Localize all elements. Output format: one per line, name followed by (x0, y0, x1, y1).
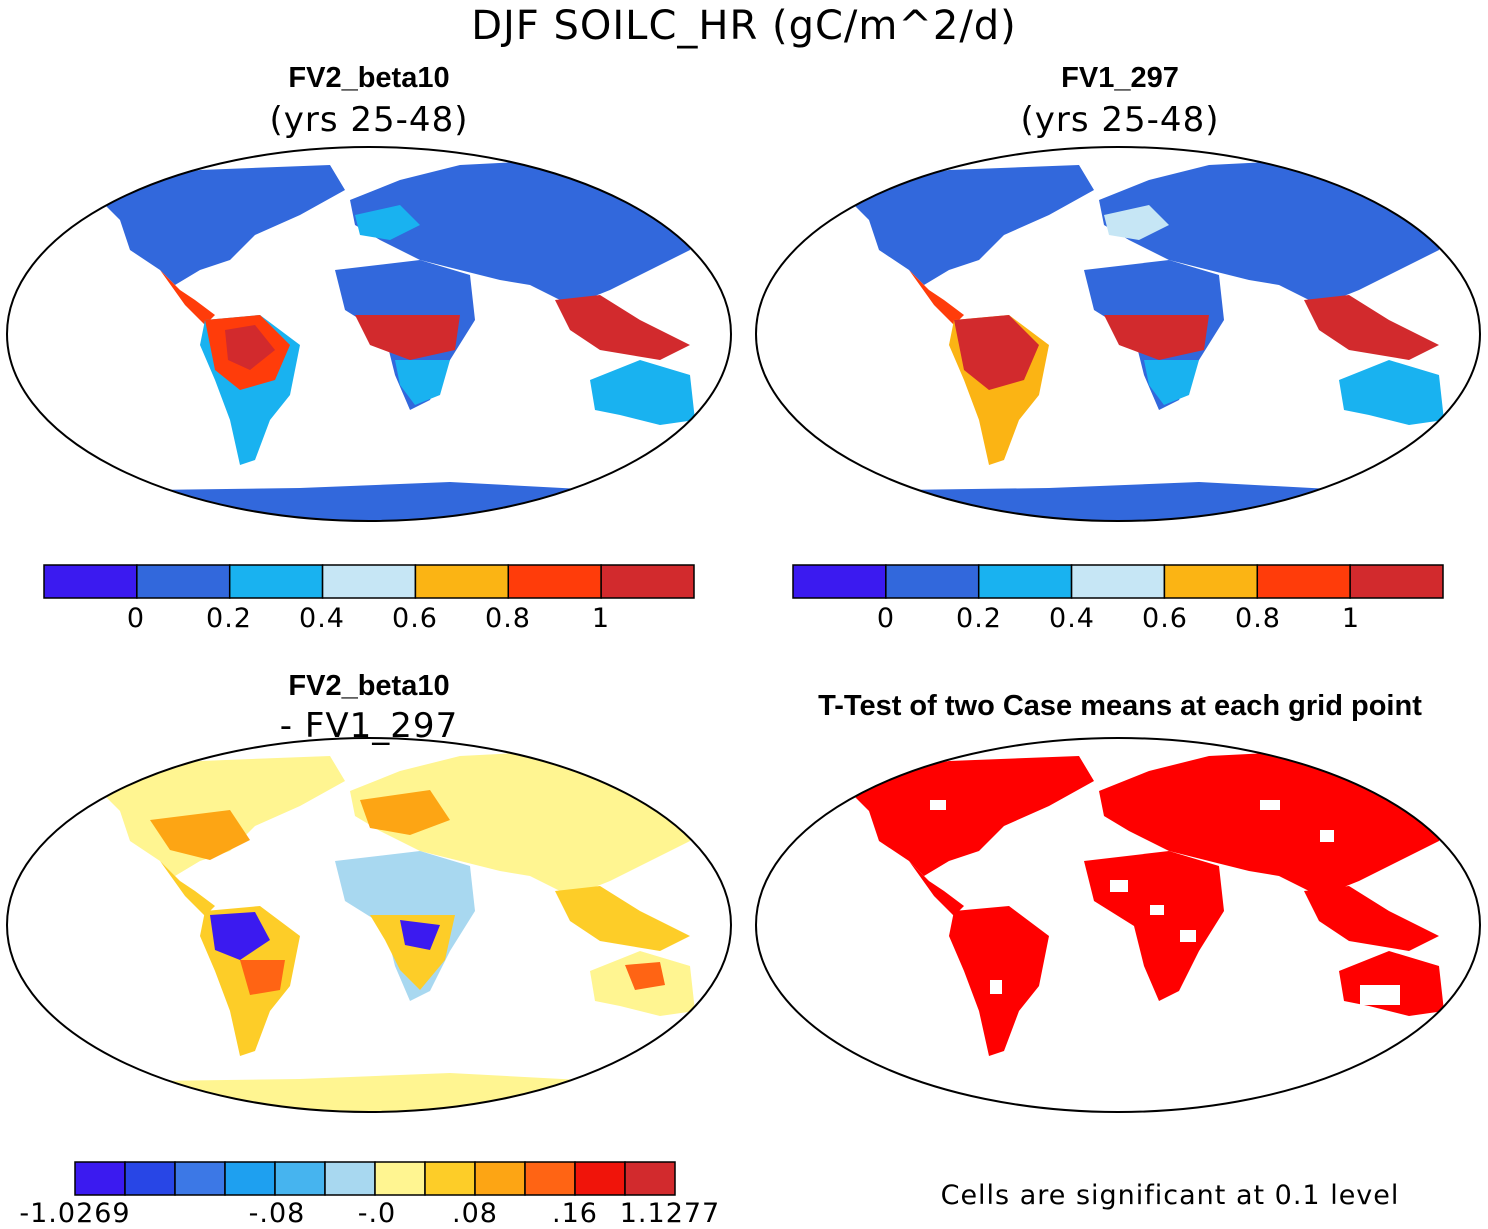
colorbar-swatch (124, 1161, 176, 1196)
map-panel-2 (755, 146, 1481, 522)
panel3-title: FV2_beta10 (288, 670, 450, 702)
cb2-tick-label: 0 (876, 603, 896, 634)
significance-note: Cells are significant at 0.1 level (940, 1180, 1400, 1211)
colorbar-swatch (1349, 564, 1444, 599)
map-panel-4 (755, 737, 1481, 1113)
land-fill-central-america (909, 270, 964, 325)
map-panel-1 (6, 146, 732, 522)
colorbar-means-1 (43, 564, 695, 599)
cb3-tick-label: -.08 (248, 1198, 306, 1229)
panel3-subtitle: - FV1_297 (279, 706, 459, 746)
colorbar-swatch (414, 564, 510, 599)
land-fill-antarctica (7, 1073, 731, 1112)
land-fill-southeast-asia (555, 886, 690, 951)
cb3-tick-label: 1.1277 (619, 1198, 721, 1229)
land-fill-central-america (160, 861, 215, 916)
colorbar-swatch (224, 1161, 276, 1196)
cb1-tick-label: 0.8 (485, 603, 531, 634)
colorbar-swatch (174, 1161, 226, 1196)
land-fill-australia (590, 360, 695, 425)
colorbar-swatch (74, 1161, 126, 1196)
cb1-tick-label: 0.6 (392, 603, 438, 634)
cb3-tick-label: -1.0269 (19, 1198, 131, 1229)
map-panel-3 (6, 737, 732, 1113)
colorbar-swatch (524, 1161, 576, 1196)
colorbar-swatch (424, 1161, 476, 1196)
land-fill-australia (1339, 360, 1444, 425)
colorbar-diff (74, 1161, 676, 1196)
land-fill-southeast-asia (1304, 295, 1439, 360)
panel1-title: FV2_beta10 (288, 62, 450, 94)
land-fill-africa (335, 851, 475, 1001)
colorbar-swatch (600, 564, 695, 599)
land-fill-europe-light (1104, 205, 1169, 240)
insignificant-holes (930, 800, 1400, 1005)
colorbar-swatch (624, 1161, 676, 1196)
cb2-tick-label: 1 (1341, 603, 1361, 634)
colorbar-swatch (228, 564, 324, 599)
colorbar-swatch (574, 1161, 626, 1196)
colorbar-swatch (321, 564, 417, 599)
land-fill-europe-orange (360, 790, 450, 835)
colorbar-swatch (1070, 564, 1166, 599)
colorbar-swatch (885, 564, 980, 599)
cb2-tick-label: 0.6 (1142, 603, 1188, 634)
land-fill-south-america (200, 906, 300, 1056)
cb1-tick-label: 0.2 (206, 603, 252, 634)
cb2-tick-label: 0.2 (956, 603, 1002, 634)
land-fill-antarctica (7, 482, 731, 521)
land-fill-europe-light (355, 205, 420, 240)
cb3-tick-label: .16 (552, 1198, 598, 1229)
colorbar-swatch (792, 564, 887, 599)
cb3-tick-label: -.0 (357, 1198, 397, 1229)
land-fill-africa (335, 260, 475, 410)
cb1-tick-label: 0.4 (299, 603, 345, 634)
panel2-subtitle: (yrs 25-48) (1020, 100, 1220, 140)
panel4-title: T-Test of two Case means at each grid po… (818, 690, 1422, 722)
colorbar-swatch (136, 564, 231, 599)
land-fill-north-america (90, 165, 345, 285)
land-fill-antarctica (756, 482, 1480, 521)
colorbar-swatch (324, 1161, 376, 1196)
land-fill-north-america-orange (150, 810, 250, 860)
colorbar-means-2 (792, 564, 1444, 599)
land-fill-south-america (200, 315, 300, 465)
panel1-subtitle: (yrs 25-48) (269, 100, 469, 140)
land-fill-southeast-asia (555, 295, 690, 360)
cb1-tick-label: 1 (591, 603, 611, 634)
colorbar-swatch (977, 564, 1073, 599)
land-fill-central-america (160, 270, 215, 325)
cb1-tick-label: 0 (126, 603, 146, 634)
colorbar-swatch (274, 1161, 326, 1196)
panel2-title: FV1_297 (1061, 62, 1179, 94)
land-fill-south-america (949, 315, 1049, 465)
land-fill-australia (590, 951, 695, 1016)
main-title: DJF SOILC_HR (gC/m^2/d) (471, 3, 1017, 49)
colorbar-swatch (1163, 564, 1259, 599)
cb3-tick-label: .08 (452, 1198, 498, 1229)
colorbar-swatch (43, 564, 138, 599)
colorbar-swatch (374, 1161, 426, 1196)
cb2-tick-label: 0.8 (1235, 603, 1281, 634)
colorbar-swatch (474, 1161, 526, 1196)
colorbar-swatch (1256, 564, 1351, 599)
significance-fill (839, 751, 1449, 1056)
colorbar-swatch (507, 564, 602, 599)
land-fill-north-america (839, 165, 1094, 285)
cb2-tick-label: 0.4 (1049, 603, 1095, 634)
land-fill-africa (1084, 260, 1224, 410)
